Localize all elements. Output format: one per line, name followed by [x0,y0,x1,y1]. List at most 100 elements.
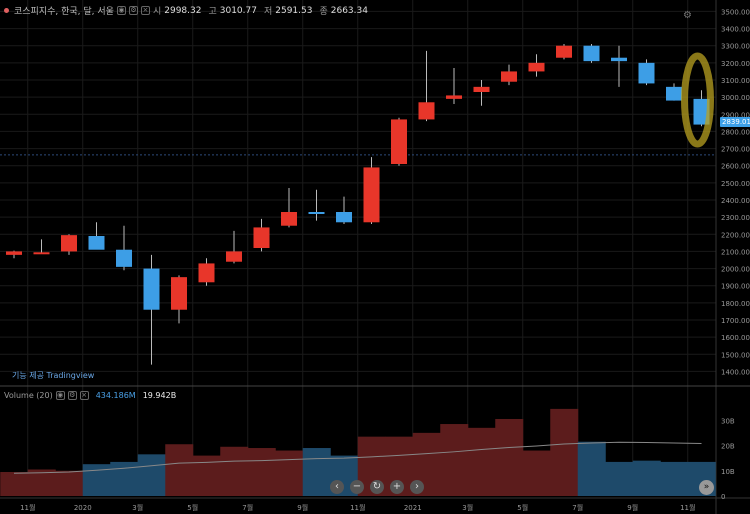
candle-body [556,45,572,58]
volume-header: Volume (20) ◉ ⚙ × 434.186M 19.942B [4,391,176,400]
volume-bar [495,418,524,496]
eye-icon[interactable]: ◉ [116,6,126,15]
volume-bar [522,450,551,496]
y-tick-label: 3200.00 [721,60,750,68]
candle-body [143,268,160,310]
highlight-annotation [681,52,714,148]
x-tick-label: 3월 [132,503,143,512]
volume-bar [82,464,111,496]
zoom-in-icon[interactable]: + [390,480,404,494]
scroll-right-icon[interactable]: › [410,480,424,494]
candle-body [308,212,325,214]
y-tick-label: 2600.00 [721,163,750,171]
zoom-out-icon[interactable]: − [350,480,364,494]
x-tick-label: 5월 [517,503,528,512]
candle-body [666,86,682,101]
candle-body [446,95,462,99]
candle-body [281,212,297,226]
candle-body [88,236,105,250]
y-tick-label: 1800.00 [721,300,750,308]
x-tick-label: 7월 [242,503,253,512]
x-tick-label: 11월 [680,503,695,512]
y-tick-label: 2700.00 [721,146,750,154]
x-tick-label: 2021 [404,504,422,512]
close-value: 2663.34 [330,5,368,16]
volume-ma-line [13,441,702,474]
volume-tick-label: 30B [721,417,735,425]
volume-tick-label: 10B [721,468,735,476]
settings-icon[interactable]: ⚙ [128,6,138,15]
y-tick-label: 2100.00 [721,248,750,256]
volume-bar [577,441,606,496]
candle-body [501,71,517,82]
volume-label[interactable]: Volume (20) [4,391,53,400]
volume-bar [440,424,469,496]
y-tick-label: 2400.00 [721,197,750,205]
high-label: 고 [208,7,217,17]
high-value: 3010.77 [219,5,257,16]
chart-nav-toolbar: ‹ − ↻ + › [330,480,424,494]
x-tick-label: 3월 [462,503,473,512]
volume-bar [0,472,29,496]
last-price-tag: 2839.01 [720,117,750,127]
candle-body [253,227,270,248]
jump-latest-icon[interactable]: » [699,480,714,495]
open-value: 2998.32 [164,5,202,16]
volume-bar [247,448,276,496]
candle-body [116,249,132,267]
scroll-left-icon[interactable]: ‹ [330,480,344,494]
x-tick-label: 11월 [20,503,35,512]
y-tick-label: 2000.00 [721,266,750,274]
open-label: 시 [152,7,162,17]
volume-tick-label: 0 [721,493,725,501]
volume-bar [302,448,331,496]
volume-bar [165,444,194,496]
volume-eye-icon[interactable]: ◉ [55,391,65,400]
y-tick-label: 3400.00 [721,26,750,34]
chart-header: 코스피지수, 한국, 달, 서울 ◉ ⚙ × 시 2998.32 고 3010.77… [4,4,372,17]
y-tick-label: 2900.00 [721,111,750,119]
volume-bar [137,454,166,496]
volume-bar [55,470,84,496]
volume-settings-icon[interactable]: ⚙ [67,391,77,400]
symbol-status-dot [4,8,9,13]
y-tick-label: 1400.00 [721,368,750,376]
candle-body [391,119,407,164]
gear-icon[interactable]: ⚙ [683,10,692,21]
candle-body [693,98,710,125]
tradingview-credit[interactable]: 기능 제공 Tradingview [12,371,95,380]
y-tick-label: 1500.00 [721,351,750,359]
candle-body [33,252,50,255]
x-tick-label: 7월 [572,503,583,512]
volume-ma-value: 19.942B [142,391,177,400]
y-tick-label: 1900.00 [721,283,750,291]
volume-bar [220,446,249,496]
candle-body [528,62,545,72]
candle-body [171,277,187,310]
y-tick-label: 2500.00 [721,180,750,188]
volume-bar [275,450,304,496]
candle-body [336,212,352,223]
reset-icon[interactable]: ↻ [370,480,384,494]
y-tick-label: 3300.00 [721,43,750,51]
x-tick-label: 5월 [187,503,198,512]
x-tick-label: 9월 [297,503,308,512]
candle-body [638,62,655,84]
close-icon[interactable]: × [140,6,150,15]
volume-tick-label: 20B [721,443,735,451]
x-tick-label: 11월 [350,503,365,512]
low-value: 2591.53 [275,5,313,16]
candle-body [61,235,77,252]
candle-body [611,57,627,62]
y-tick-label: 3500.00 [721,8,750,16]
volume-bar [660,461,689,496]
candle-body [226,251,242,262]
volume-bar [27,469,56,496]
candle-body [198,263,215,283]
symbol-title[interactable]: 코스피지수, 한국, 달, 서울 [14,7,114,17]
y-tick-label: 2200.00 [721,231,750,239]
volume-bar [632,460,661,496]
candle-body [6,251,22,255]
volume-close-icon[interactable]: × [79,391,89,400]
